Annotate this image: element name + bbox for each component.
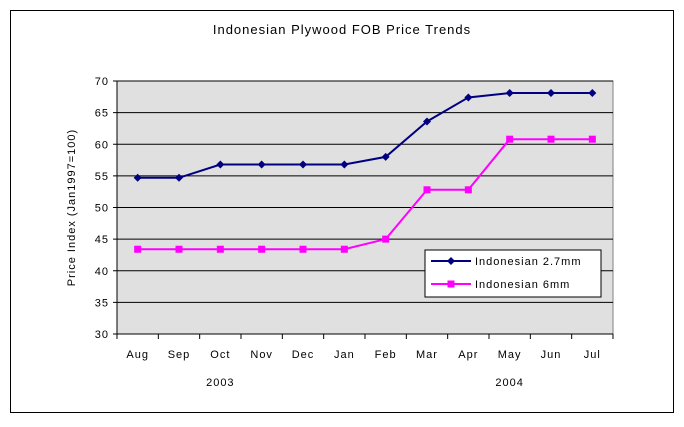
data-point [506,135,514,143]
legend-box [424,249,602,298]
y-tick-label: 40 [95,266,109,278]
y-tick-label: 55 [95,171,109,183]
data-point [299,245,307,253]
legend: Indonesian 2.7mm Indonesian 6mm [424,249,602,298]
x-tick-label: Aug [126,349,149,361]
data-point [423,186,431,194]
data-point [216,245,224,253]
data-point [134,245,142,253]
data-point [381,152,390,161]
x-tick-label: Mar [416,349,438,361]
data-point [216,160,225,169]
x-tick-label: Jun [541,349,562,361]
x-tick-label: Apr [458,349,478,361]
x-tick-label: Feb [375,349,397,361]
data-point [258,245,266,253]
data-point [382,235,390,243]
data-point [423,117,431,126]
x-tick-label: Dec [292,349,315,361]
legend-label: Indonesian 6mm [475,279,570,291]
year-label: 2003 [206,377,234,389]
data-point [588,135,596,143]
data-point [588,89,597,98]
data-point [340,245,348,253]
x-tick-label: Jan [334,349,355,361]
data-point [464,186,472,194]
year-label: 2004 [495,377,523,389]
y-tick-label: 70 [95,76,109,88]
data-point [505,89,514,98]
x-tick-label: Sep [168,349,191,361]
series-line [137,138,593,251]
data-point [257,160,266,169]
y-tick-label: 35 [95,297,109,309]
y-axis-label: Price Index (Jan1997=100) [66,129,78,286]
legend-label: Indonesian 2.7mm [475,256,582,268]
data-point [447,257,455,265]
data-point [547,89,555,98]
series-indonesian-6mm [134,135,596,253]
data-point [547,135,555,143]
y-tick-label: 65 [95,108,109,120]
x-tick-label: May [498,349,522,361]
data-point [175,173,183,182]
chart-title: Indonesian Plywood FOB Price Trends [213,22,471,37]
data-point [447,280,455,288]
y-tick-label: 60 [95,139,109,151]
y-tick-label: 50 [95,203,109,215]
data-point [464,93,473,102]
data-point [133,173,142,182]
x-tick-label: Jul [584,349,601,361]
x-tick-label: Oct [210,349,230,361]
chart-frame [10,10,674,413]
series-line [137,92,593,179]
series-indonesian-2-7mm [133,89,597,182]
y-tick-label: 30 [95,329,109,341]
y-tick-label: 45 [95,234,109,246]
x-tick-label: Nov [250,349,273,361]
data-point [175,245,183,253]
data-point [299,160,307,169]
data-point [340,160,349,169]
